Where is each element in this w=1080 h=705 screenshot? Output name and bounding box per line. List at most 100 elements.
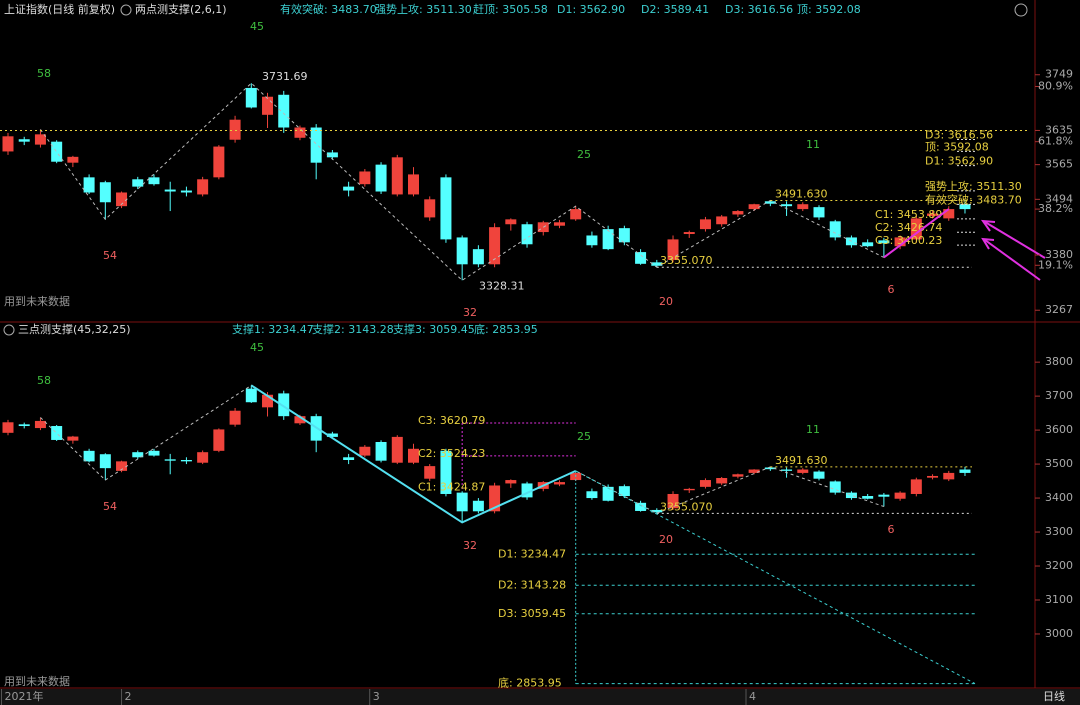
candle-body [67,156,79,163]
pivot-count: 32 [463,539,477,552]
support-label: D2: 3143.28 [498,578,566,591]
candle-body [716,478,728,484]
candle-body [197,179,209,195]
y-tick-label: 19.1% [1038,258,1073,271]
candle-body [229,119,241,140]
y-tick-label: 3200 [1045,559,1073,572]
price-label: 3355.070 [660,254,713,267]
candle-body [391,436,403,463]
candle-body [164,189,176,192]
candle-body [67,436,79,441]
settings-icon[interactable] [1014,3,1028,17]
header-item: 赶顶: 3505.58 [473,2,548,16]
candle-body [343,186,355,191]
y-tick-label: 3635 [1045,123,1073,136]
candle-body [602,486,614,501]
pivot-count: 20 [659,533,673,546]
candle-body [862,242,874,247]
candle-body [927,475,939,478]
y-tick-label: 38.2% [1038,202,1073,215]
candle-body [99,182,111,203]
period: 日线 [1043,689,1065,703]
candle-body [440,177,452,240]
candle-body [553,222,565,226]
candle-body [635,252,647,264]
candle-body [18,424,30,427]
indicator-icon[interactable] [3,324,15,336]
candle-body [245,388,257,403]
header-item: D1: 3562.90 [557,3,625,16]
x-tick-label: 4 [749,690,756,703]
level-label: C1: 3453.89 [875,208,942,221]
candle-body [359,446,371,456]
candle-body [2,422,14,433]
y-tick-label: 3400 [1045,491,1073,504]
x-tick-label: 2 [125,690,132,703]
candle-body [943,209,955,219]
candle-body [927,213,939,216]
candle-body [878,494,890,497]
candle-body [375,164,387,192]
candle-body [262,96,274,115]
indicator: 两点测支撑(2,6,1) [135,2,227,16]
zigzag [40,82,885,281]
candle-body [878,240,890,244]
trend [883,208,950,259]
candle-body [586,235,598,246]
y-tick-label: 3000 [1045,627,1073,640]
header-item: 底: 2853.95 [474,322,538,336]
candle-body [699,219,711,230]
pivot-count: 11 [806,423,820,436]
candle-body [472,249,484,265]
price-label: 3731.69 [262,70,308,83]
x-tick-label: 3 [373,690,380,703]
support-line [250,384,577,524]
candle-body [894,492,906,499]
candle-body [278,393,290,417]
candle-body [651,262,663,266]
candle-body [213,429,225,451]
header-item: D2: 3589.41 [641,3,709,16]
price-label: 3491.630 [775,187,828,200]
candle-body [781,204,793,207]
candle-body [489,485,501,512]
candle-body [229,410,241,425]
candle-body [83,450,95,462]
candle-body [781,469,793,471]
pivot-count: 58 [37,374,51,387]
candle-body [910,218,922,240]
level-label: 顶: 3592.08 [925,140,989,153]
support-label: 底: 2853.95 [498,676,562,690]
indicator-icon[interactable] [120,4,132,16]
candle-body [424,199,436,218]
header-item: 有效突破: 3483.70 [280,2,377,16]
candle-body [521,483,533,498]
candle-body [148,450,160,456]
header-item: D3: 3616.56 [725,3,793,16]
level-label: C2: 3426.74 [875,221,942,234]
candle-body [440,450,452,494]
candle-body [829,221,841,238]
candle-body [343,457,355,461]
pivot-count: 58 [37,67,51,80]
candle-body [748,469,760,473]
candle-body [456,237,468,265]
candle-body [829,481,841,493]
x-axis-strip [0,689,1080,705]
candle-body [667,493,679,509]
pivot-count: 6 [888,523,895,536]
note: 用到未来数据 [4,674,70,688]
header-item: 顶: 3592.08 [797,3,861,16]
y-tick-label: 3380 [1045,248,1073,261]
candle-body [132,452,144,458]
y-tick-label: 3500 [1045,457,1073,470]
level-label: 有效突破: 3483.70 [925,192,1022,206]
candle-body [959,469,971,473]
candle-body [2,136,14,152]
y-tick-label: 61.8% [1038,135,1073,148]
candle-body [99,454,111,469]
pivot-count: 54 [103,500,117,513]
y-tick-label: 3800 [1045,355,1073,368]
candle-body [197,452,209,463]
level-label: D3: 3616.56 [925,128,993,141]
